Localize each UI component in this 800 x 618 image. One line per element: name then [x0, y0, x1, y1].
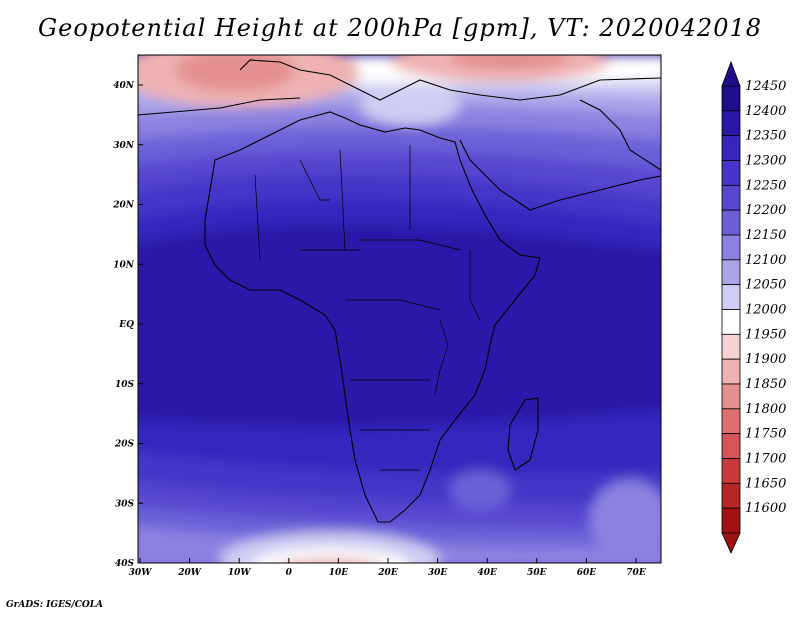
lat-label: 20N	[112, 201, 135, 211]
lon-label: 60E	[577, 568, 597, 578]
colorbar-label: 11600	[745, 501, 786, 516]
lat-label: 30N	[113, 141, 135, 151]
country-borders	[254, 145, 481, 471]
colorbar-swatch	[721, 458, 741, 484]
colorbar-bottom-arrow	[721, 532, 741, 554]
colorbar-swatch	[721, 358, 741, 385]
colorbar-swatch	[721, 284, 741, 310]
colorbar-label: 11650	[745, 476, 786, 491]
lat-label: 30S	[115, 499, 135, 509]
colorbar-swatch	[721, 507, 741, 534]
colorbar-label: 11750	[745, 427, 786, 442]
colorbar-swatch	[721, 383, 741, 410]
colorbar-top-arrow	[721, 60, 741, 87]
chart-title: Geopotential Height at 200hPa [gpm], VT:…	[38, 14, 762, 42]
lon-label: 0	[286, 568, 293, 578]
colorbar-swatch	[721, 209, 741, 236]
colorbar-label: 12450	[745, 79, 786, 94]
map-frame	[137, 54, 662, 564]
colorbar-label: 12400	[745, 104, 786, 119]
colorbar-swatch	[721, 85, 741, 112]
colorbar-swatch	[721, 234, 741, 261]
colorbar-label: 11950	[745, 327, 786, 342]
lon-label: 50E	[527, 568, 547, 578]
lon-label: 40E	[478, 568, 498, 578]
coastlines	[138, 59, 661, 523]
colorbar-swatch	[721, 110, 741, 137]
lon-label: 10W	[228, 568, 252, 578]
lat-label: 20S	[114, 440, 135, 450]
colorbar-label: 12250	[745, 178, 786, 193]
colorbar: 12450 12400 12350 12300 12250 12200 12150 12100…	[721, 60, 786, 554]
colorbar-label: 11850	[745, 377, 786, 392]
colorbar-swatch	[721, 333, 741, 360]
colorbar-label: 12050	[745, 278, 786, 293]
colorbar-label: 12200	[745, 203, 786, 218]
colorbar-label: 12150	[745, 228, 786, 243]
lon-label: 10E	[329, 568, 349, 578]
lon-label: 30E	[428, 568, 448, 578]
lon-label: 30W	[129, 568, 153, 578]
colorbar-swatch	[721, 482, 741, 509]
lon-label: 20E	[377, 568, 398, 578]
colorbar-swatch	[721, 160, 741, 186]
colorbar-swatch	[721, 408, 741, 435]
colorbar-swatch	[721, 259, 741, 286]
colorbar-label: 12300	[745, 154, 786, 169]
colorbar-swatch	[721, 433, 741, 459]
lat-label: 10N	[113, 260, 135, 270]
colorbar-label: 11800	[745, 402, 786, 417]
colorbar-swatch	[721, 309, 741, 335]
colorbar-label: 12350	[745, 129, 786, 144]
colorbar-label: 11900	[745, 352, 786, 367]
colorbar-label: 12000	[745, 303, 786, 318]
lon-label: 20W	[177, 568, 202, 578]
lon-label: 70E	[626, 568, 646, 578]
lat-label: 10S	[115, 380, 135, 390]
lat-label: 40N	[113, 81, 135, 91]
colorbar-label: 11700	[745, 452, 786, 467]
lat-label: EQ	[118, 320, 134, 330]
lat-label: 40S	[115, 559, 135, 569]
height-field	[138, 55, 661, 563]
colorbar-swatch	[721, 135, 741, 161]
colorbar-label: 12100	[745, 253, 786, 268]
colorbar-swatch	[721, 184, 741, 211]
footer-credit: GrADS: IGES/COLA	[6, 600, 104, 610]
